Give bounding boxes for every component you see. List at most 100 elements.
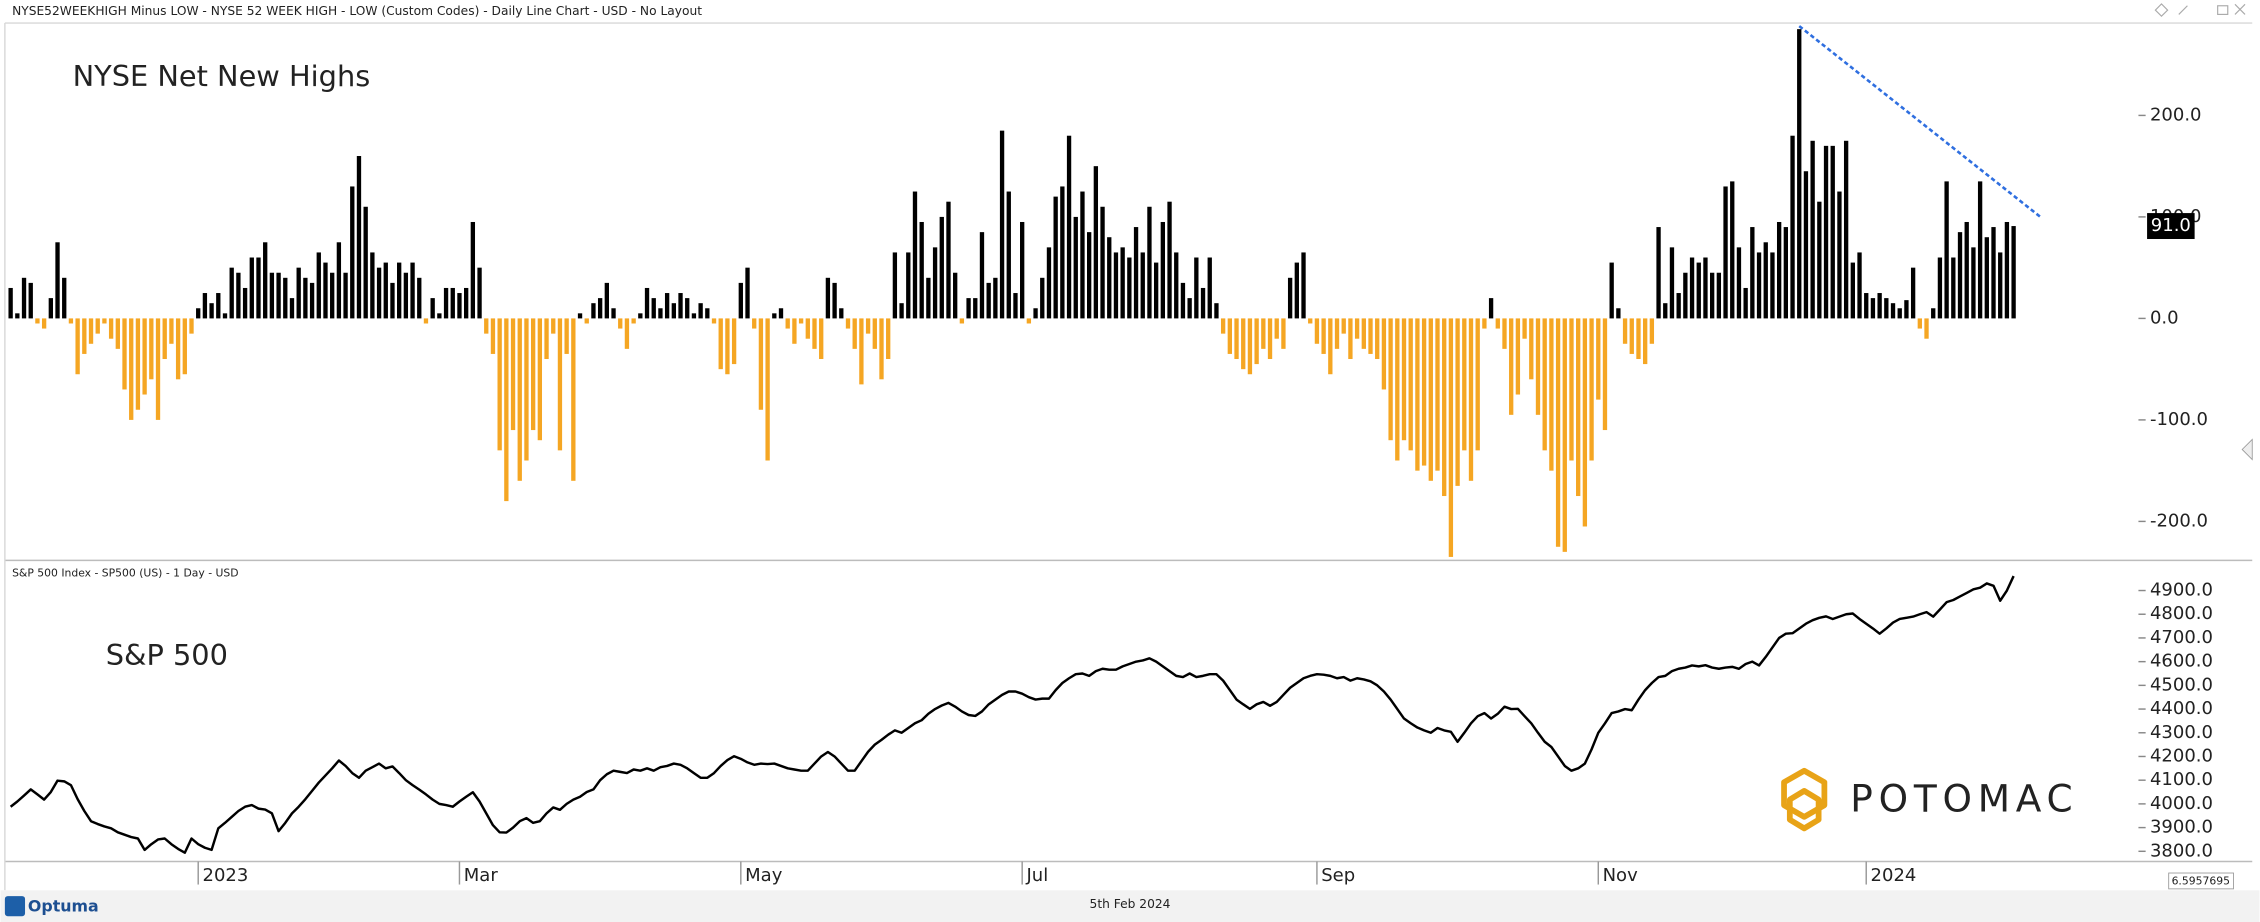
bar xyxy=(457,293,462,319)
bar xyxy=(1783,227,1789,319)
bar xyxy=(805,318,810,339)
bar xyxy=(1937,257,1943,319)
bar xyxy=(1743,287,1748,319)
bar xyxy=(1716,272,1722,319)
scale-box[interactable] xyxy=(2168,872,2234,890)
brand: Optuma xyxy=(28,896,99,915)
bar xyxy=(68,318,74,324)
bar xyxy=(705,308,710,319)
bar xyxy=(102,318,107,324)
bar xyxy=(82,318,87,354)
bar xyxy=(1133,227,1139,319)
bar xyxy=(189,318,194,334)
bar xyxy=(1220,318,1226,334)
bar xyxy=(1810,140,1815,319)
bar xyxy=(1013,293,1018,319)
bar xyxy=(584,318,589,324)
bar xyxy=(1589,318,1594,461)
bar xyxy=(497,318,502,451)
bar xyxy=(1375,318,1380,360)
bar xyxy=(1194,257,1199,319)
bar xyxy=(1877,293,1882,319)
bar xyxy=(1435,318,1440,471)
bar xyxy=(664,293,670,319)
bar xyxy=(1549,318,1554,471)
bar xyxy=(825,277,831,319)
bar xyxy=(1864,293,1869,319)
bar xyxy=(671,303,676,319)
bar xyxy=(1448,318,1454,557)
y-tick-label: 4300.0 xyxy=(2150,722,2213,743)
bar xyxy=(658,308,663,319)
bar xyxy=(1643,318,1648,365)
bar xyxy=(1046,247,1052,319)
bar xyxy=(1569,318,1574,461)
bar xyxy=(1261,318,1266,349)
side-tab[interactable] xyxy=(2241,438,2253,461)
bar xyxy=(1395,318,1400,461)
bar xyxy=(1616,308,1621,319)
y-tick-label: 3800.0 xyxy=(2150,840,2213,861)
bar xyxy=(1381,318,1387,390)
bar xyxy=(417,277,422,319)
bar xyxy=(350,186,355,319)
bar xyxy=(1328,318,1333,375)
bar xyxy=(216,293,221,319)
bar xyxy=(28,282,33,319)
bar xyxy=(430,298,435,319)
bar xyxy=(510,318,516,431)
bar xyxy=(1924,318,1929,339)
bar xyxy=(1066,135,1072,319)
bar xyxy=(731,318,737,365)
bar xyxy=(397,262,402,319)
bar xyxy=(1790,135,1795,319)
bar xyxy=(1140,252,1145,319)
bar xyxy=(919,221,924,319)
bar xyxy=(450,287,455,319)
bar xyxy=(638,313,643,319)
bar xyxy=(95,318,100,334)
bar xyxy=(8,287,13,319)
bar xyxy=(611,308,616,319)
bar xyxy=(1904,300,1909,319)
bar xyxy=(1026,318,1032,324)
bar xyxy=(537,318,543,441)
bar xyxy=(1917,318,1922,329)
y-tick-label: 4000.0 xyxy=(2150,793,2213,814)
y-tick-label: 4600.0 xyxy=(2150,651,2213,672)
bar xyxy=(1555,318,1561,547)
bar xyxy=(912,191,918,319)
bar xyxy=(1428,318,1433,481)
bar xyxy=(678,293,683,319)
y-tick-label: 4900.0 xyxy=(2150,580,2213,601)
bar xyxy=(1053,196,1058,319)
bar xyxy=(1890,303,1896,319)
bar xyxy=(812,318,817,349)
scale-value: 6.5957695 xyxy=(2172,875,2230,888)
bar xyxy=(2004,221,2010,319)
bar xyxy=(316,252,321,319)
bar xyxy=(55,242,60,319)
bar xyxy=(1897,308,1902,319)
bar xyxy=(1709,272,1715,319)
bar xyxy=(852,318,857,349)
bar xyxy=(966,298,971,319)
bar xyxy=(376,267,382,319)
y-tick-label: 4200.0 xyxy=(2150,745,2213,766)
bar xyxy=(1033,308,1038,319)
bar xyxy=(35,318,40,324)
bar xyxy=(62,277,67,319)
bar xyxy=(946,201,951,319)
bar xyxy=(1964,221,1969,319)
bar xyxy=(256,257,261,319)
bar xyxy=(745,267,750,319)
bar xyxy=(839,308,844,319)
bar xyxy=(490,318,496,354)
bars xyxy=(8,29,2016,557)
bar xyxy=(1576,318,1581,497)
y-tick-label: 0.0 xyxy=(2150,307,2179,328)
bar xyxy=(162,318,167,360)
bar xyxy=(986,282,991,319)
y-tick-label: 4500.0 xyxy=(2150,674,2213,695)
